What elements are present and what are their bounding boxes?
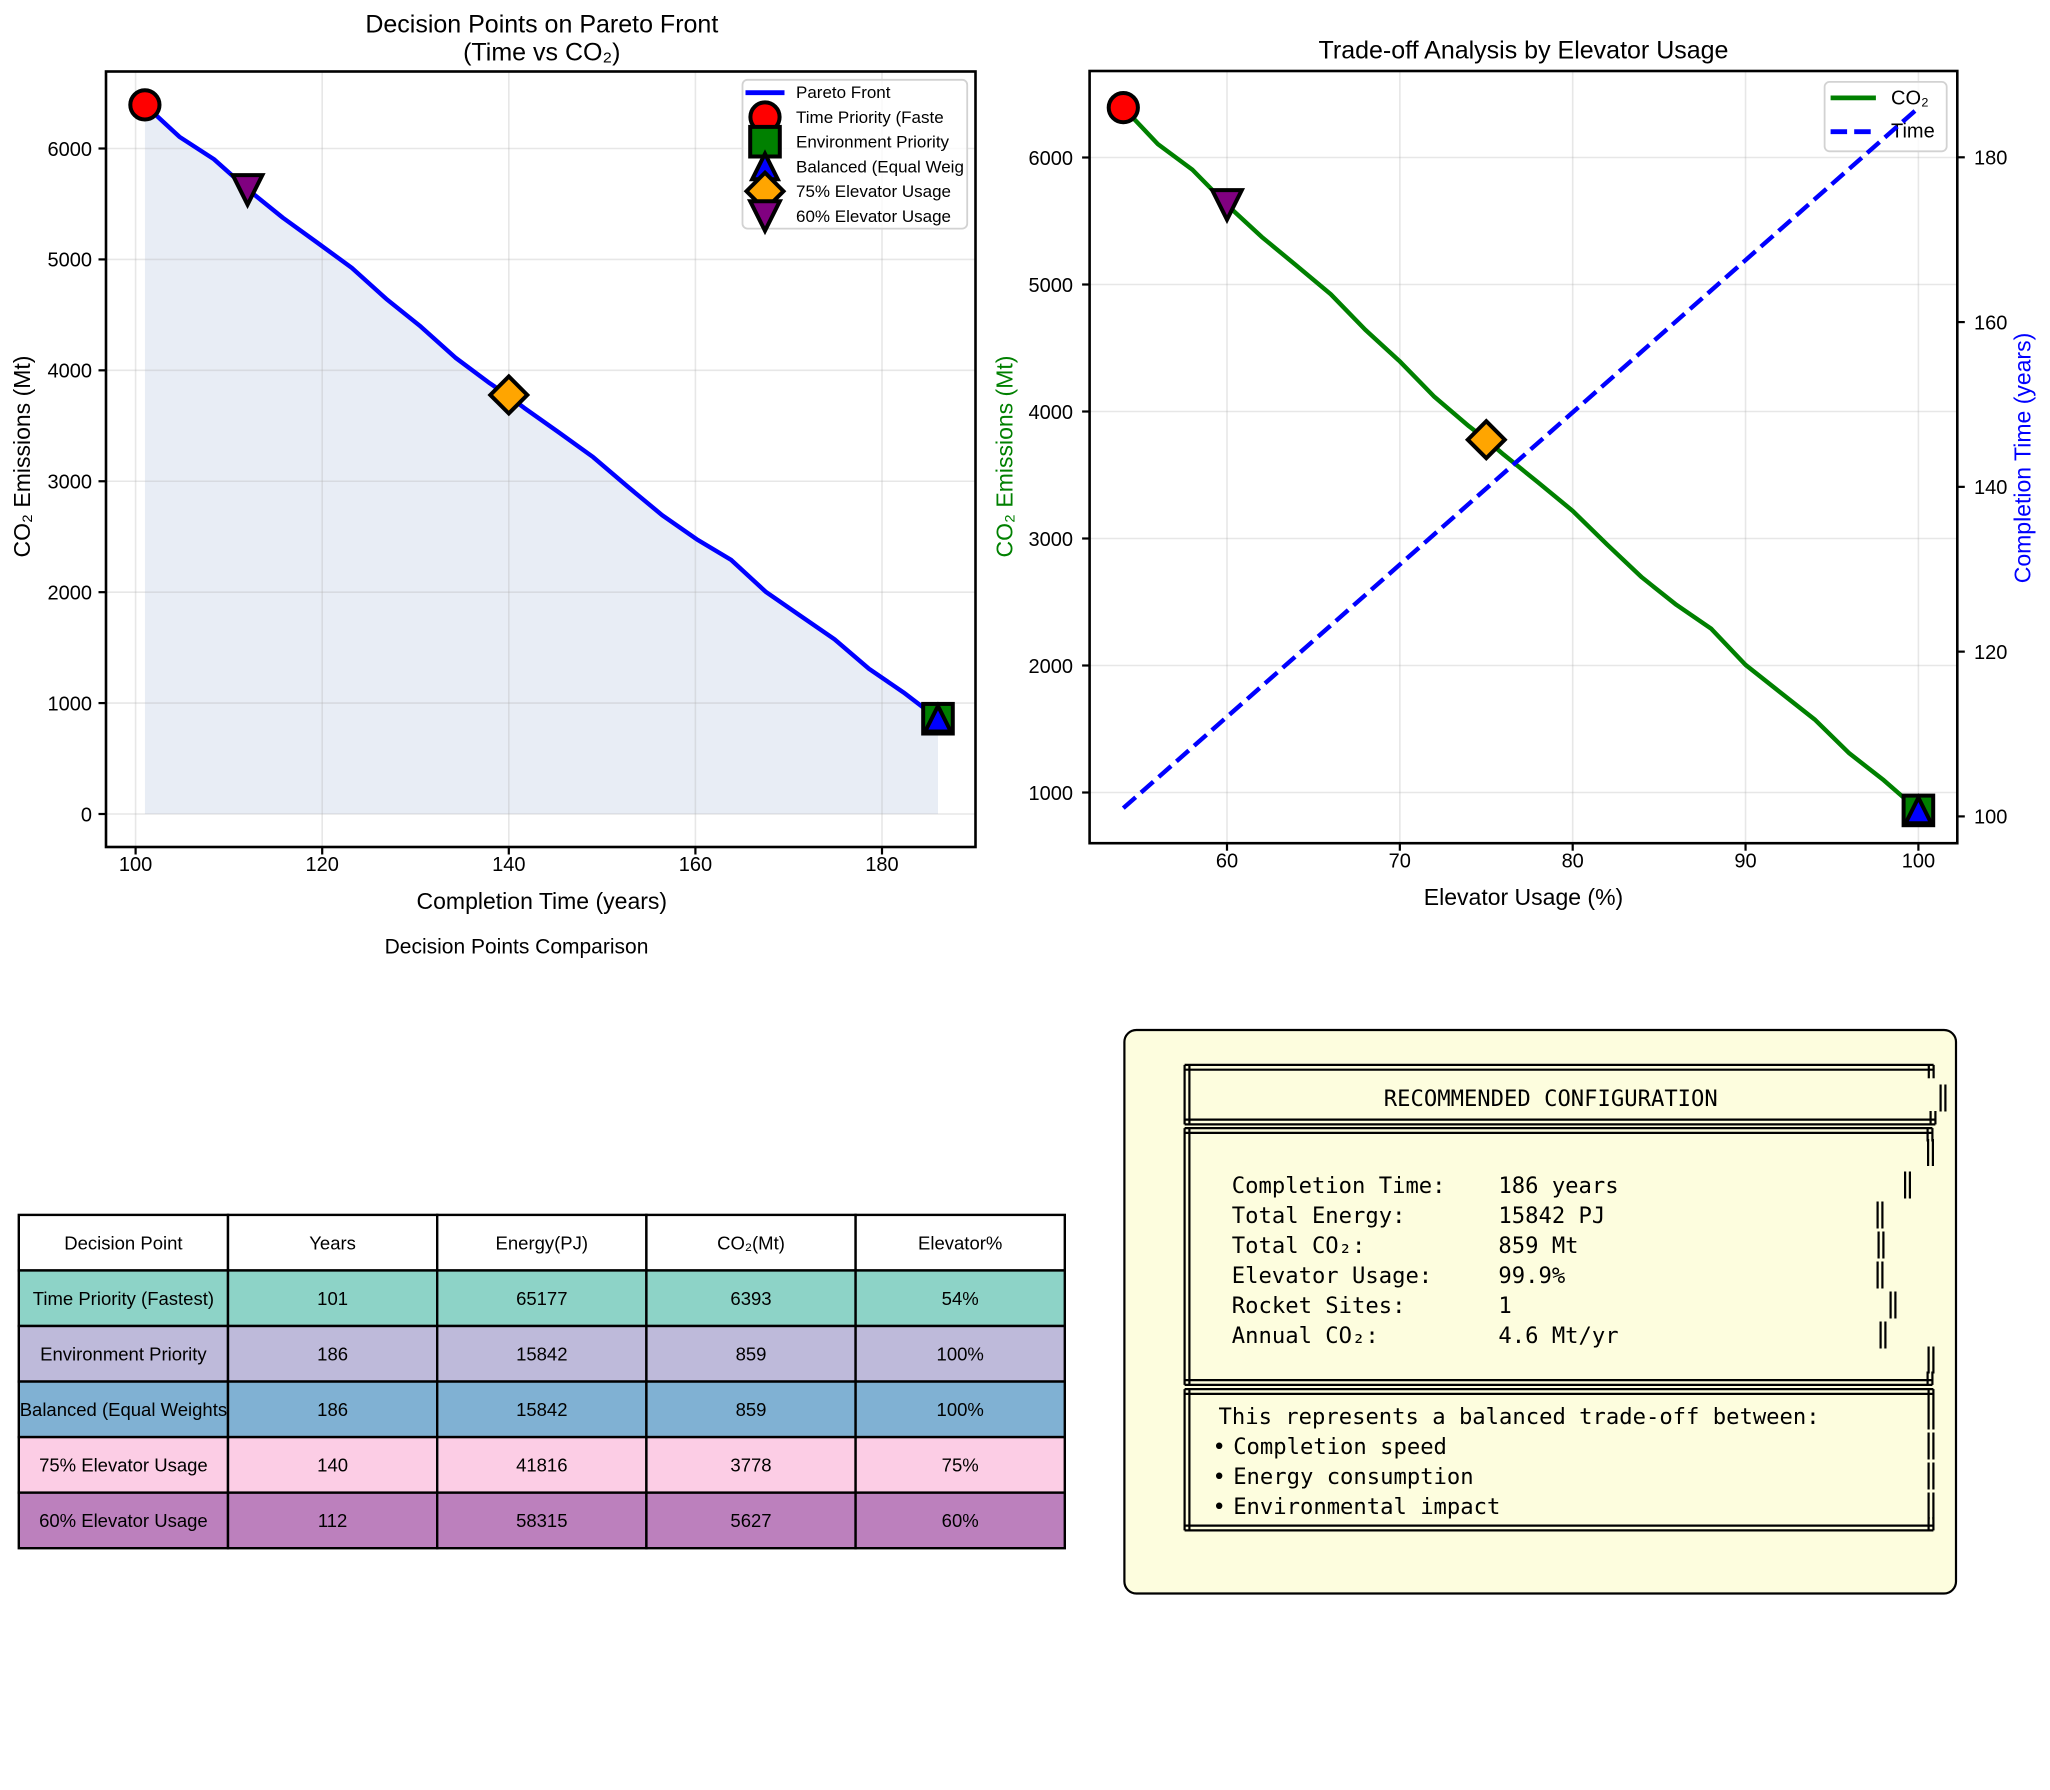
- svg-text:3000: 3000: [48, 472, 93, 494]
- svg-text:15842 PJ: 15842 PJ: [1498, 1203, 1605, 1229]
- svg-text:Completion Time:: Completion Time:: [1232, 1173, 1446, 1199]
- svg-text:15842: 15842: [516, 1399, 567, 1420]
- svg-text:99.9%: 99.9%: [1498, 1263, 1565, 1289]
- svg-text:120: 120: [1974, 642, 2007, 664]
- svg-text:160: 160: [1974, 312, 2007, 334]
- svg-text:2000: 2000: [48, 583, 93, 605]
- svg-text:Total Energy:: Total Energy:: [1232, 1203, 1406, 1229]
- svg-text:140: 140: [1974, 477, 2007, 499]
- svg-text:Decision Points on Pareto Fron: Decision Points on Pareto Front: [365, 11, 718, 39]
- svg-text:859 Mt: 859 Mt: [1498, 1233, 1578, 1259]
- svg-text:1: 1: [1498, 1293, 1511, 1319]
- svg-text:60% Elevator Usage: 60% Elevator Usage: [39, 1510, 208, 1531]
- svg-text:186: 186: [317, 1399, 348, 1420]
- svg-text:Time Priority (Fastest): Time Priority (Fastest): [33, 1288, 214, 1309]
- svg-text:54%: 54%: [942, 1288, 979, 1309]
- svg-text:75% Elevator Usage: 75% Elevator Usage: [39, 1455, 208, 1476]
- svg-text:(Time vs CO₂): (Time vs CO₂): [463, 38, 620, 66]
- svg-text:0: 0: [81, 804, 92, 826]
- svg-text:859: 859: [736, 1344, 767, 1365]
- svg-text:Total CO₂:: Total CO₂:: [1232, 1233, 1366, 1259]
- svg-text:60% Elevator Usage: 60% Elevator Usage: [796, 207, 951, 226]
- svg-text:112: 112: [318, 1510, 348, 1531]
- svg-text:100: 100: [119, 854, 152, 876]
- svg-text:Annual CO₂:: Annual CO₂:: [1232, 1323, 1379, 1349]
- svg-text:6393: 6393: [730, 1288, 771, 1309]
- svg-text:80: 80: [1562, 851, 1584, 873]
- svg-text:4.6 Mt/yr: 4.6 Mt/yr: [1498, 1323, 1618, 1349]
- svg-text:Balanced (Equal Weig: Balanced (Equal Weig: [796, 158, 964, 177]
- svg-text:160: 160: [679, 854, 712, 876]
- svg-text:60%: 60%: [942, 1510, 979, 1531]
- svg-text:65177: 65177: [516, 1288, 567, 1309]
- svg-text:Pareto Front: Pareto Front: [796, 83, 891, 102]
- svg-text:CO₂(Mt): CO₂(Mt): [717, 1233, 785, 1254]
- svg-text:•: •: [1213, 1494, 1226, 1520]
- svg-text:Elevator Usage:: Elevator Usage:: [1232, 1263, 1432, 1289]
- svg-text:6000: 6000: [1029, 148, 1074, 170]
- svg-text:5000: 5000: [48, 250, 93, 272]
- svg-text:60: 60: [1216, 851, 1238, 873]
- svg-text:This represents a balanced tra: This represents a balanced trade-off bet…: [1219, 1404, 1820, 1430]
- svg-text:2000: 2000: [1029, 656, 1074, 678]
- svg-text:5627: 5627: [730, 1510, 771, 1531]
- svg-text:859: 859: [736, 1399, 767, 1420]
- svg-text:70: 70: [1389, 851, 1411, 873]
- svg-text:180: 180: [1974, 148, 2007, 170]
- svg-text:Trade-off Analysis by Elevator: Trade-off Analysis by Elevator Usage: [1319, 37, 1729, 65]
- svg-text:186 years: 186 years: [1498, 1173, 1618, 1199]
- svg-text:Completion speed: Completion speed: [1233, 1434, 1447, 1460]
- svg-text:100: 100: [1974, 807, 2007, 829]
- svg-text:Years: Years: [309, 1233, 356, 1254]
- svg-text:•: •: [1213, 1464, 1226, 1490]
- svg-text:6000: 6000: [48, 139, 93, 161]
- svg-text:RECOMMENDED CONFIGURATION: RECOMMENDED CONFIGURATION: [1384, 1086, 1718, 1112]
- svg-text:Environmental impact: Environmental impact: [1233, 1494, 1500, 1520]
- svg-text:140: 140: [317, 1455, 348, 1476]
- svg-text:5000: 5000: [1029, 275, 1074, 297]
- svg-text:4000: 4000: [1029, 402, 1074, 424]
- svg-text:Environment Priority: Environment Priority: [796, 133, 950, 152]
- svg-text:1000: 1000: [1029, 783, 1074, 805]
- svg-text:120: 120: [306, 854, 339, 876]
- svg-text:Elevator%: Elevator%: [918, 1233, 1002, 1254]
- svg-text:58315: 58315: [516, 1510, 567, 1531]
- svg-text:CO₂ Emissions (Mt): CO₂ Emissions (Mt): [9, 356, 35, 558]
- svg-text:101: 101: [317, 1288, 348, 1309]
- svg-text:180: 180: [865, 854, 898, 876]
- svg-text:3778: 3778: [730, 1455, 771, 1476]
- svg-text:Energy(PJ): Energy(PJ): [496, 1233, 589, 1254]
- svg-text:Energy consumption: Energy consumption: [1233, 1464, 1473, 1490]
- svg-text:CO₂: CO₂: [1891, 87, 1929, 109]
- svg-text:186: 186: [317, 1344, 348, 1365]
- svg-text:Environment Priority: Environment Priority: [40, 1344, 207, 1365]
- svg-text:Decision Point: Decision Point: [64, 1233, 182, 1254]
- svg-text:Elevator Usage (%): Elevator Usage (%): [1424, 884, 1623, 910]
- svg-text:Rocket Sites:: Rocket Sites:: [1232, 1293, 1406, 1319]
- svg-text:100%: 100%: [937, 1399, 984, 1420]
- svg-text:Decision Points Comparison: Decision Points Comparison: [385, 936, 649, 959]
- svg-text:4000: 4000: [48, 361, 93, 383]
- svg-text:75% Elevator Usage: 75% Elevator Usage: [796, 182, 951, 201]
- svg-text:90: 90: [1734, 851, 1756, 873]
- svg-text:140: 140: [492, 854, 525, 876]
- svg-text:Completion Time (years): Completion Time (years): [2010, 333, 2036, 584]
- svg-text:Balanced (Equal Weights: Balanced (Equal Weights: [20, 1399, 227, 1420]
- svg-text:15842: 15842: [516, 1344, 567, 1365]
- svg-text:CO₂ Emissions (Mt): CO₂ Emissions (Mt): [992, 356, 1018, 558]
- svg-text:Completion Time (years): Completion Time (years): [417, 888, 668, 914]
- svg-text:100: 100: [1902, 851, 1935, 873]
- svg-text:75%: 75%: [942, 1455, 979, 1476]
- svg-text:100%: 100%: [937, 1344, 984, 1365]
- svg-text:3000: 3000: [1029, 529, 1074, 551]
- svg-text:Time: Time: [1891, 121, 1935, 143]
- svg-text:41816: 41816: [516, 1455, 567, 1476]
- svg-text:Time Priority (Faste: Time Priority (Faste: [796, 108, 944, 127]
- svg-text:•: •: [1213, 1434, 1226, 1460]
- svg-text:1000: 1000: [48, 693, 93, 715]
